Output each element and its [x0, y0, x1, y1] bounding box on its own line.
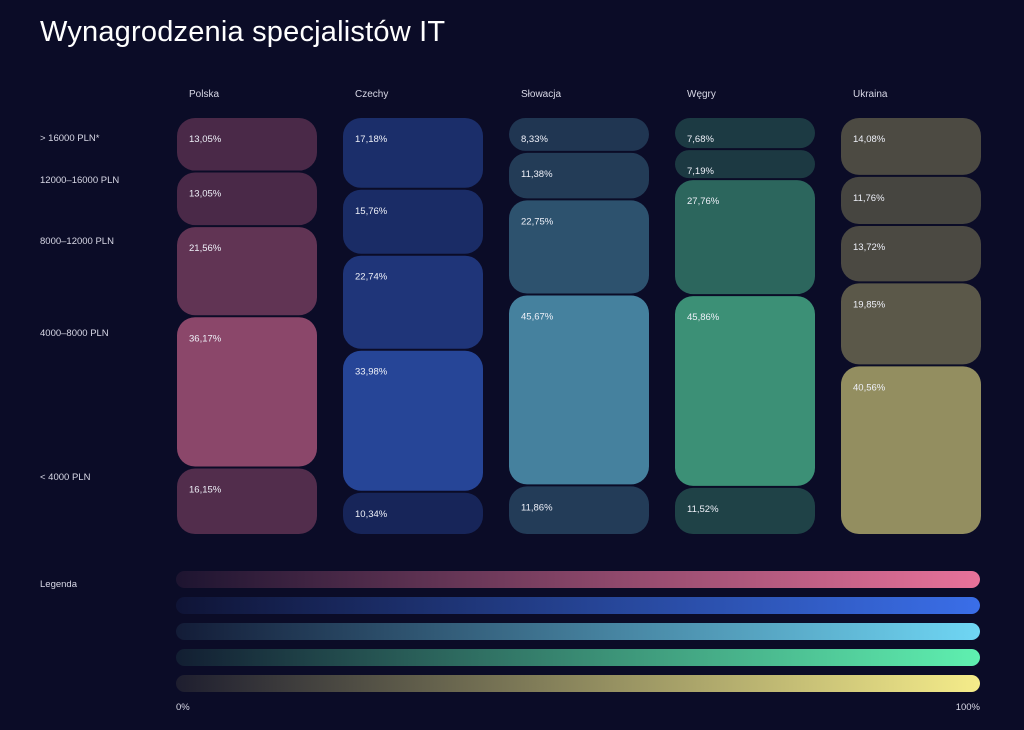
bar-słowacja-3	[509, 295, 649, 485]
bar-label-3-2: 27,76%	[687, 196, 720, 207]
legend-bar-2	[176, 623, 980, 640]
bar-polska-4	[177, 468, 317, 534]
bar-słowacja-2	[509, 200, 649, 294]
bar-polska-3	[177, 317, 317, 467]
bar-polska-2	[177, 227, 317, 316]
bar-label-4-2: 13,72%	[853, 242, 886, 253]
bar-polska-0	[177, 118, 317, 171]
bar-label-0-1: 13,05%	[189, 189, 222, 200]
bar-polska-1	[177, 172, 317, 226]
bar-czechy-2	[343, 255, 483, 349]
bar-label-3-0: 7,68%	[687, 134, 714, 145]
bar-label-1-4: 10,34%	[355, 509, 388, 520]
bar-label-4-0: 14,08%	[853, 134, 886, 145]
band-label-0: > 16000 PLN*	[40, 133, 100, 144]
country-label-0: Polska	[189, 89, 219, 100]
bar-label-4-3: 19,85%	[853, 299, 886, 310]
country-label-2: Słowacja	[521, 89, 561, 100]
bar-ukraina-4	[841, 366, 981, 534]
bar-label-4-1: 11,76%	[853, 193, 885, 204]
bar-ukraina-1	[841, 176, 981, 225]
legend-bar-4	[176, 675, 980, 692]
bar-węgry-1	[675, 150, 815, 179]
bar-czechy-4	[343, 492, 483, 534]
legend-max-label: 100%	[956, 702, 981, 713]
band-label-4: < 4000 PLN	[40, 472, 91, 483]
country-label-3: Węgry	[687, 89, 716, 100]
bar-label-1-2: 22,74%	[355, 272, 388, 283]
legend-min-label: 0%	[176, 702, 190, 713]
bar-czechy-0	[343, 118, 483, 188]
legend-bar-0	[176, 571, 980, 588]
bar-węgry-2	[675, 180, 815, 295]
bar-label-0-0: 13,05%	[189, 134, 222, 145]
bar-słowacja-0	[509, 118, 649, 151]
band-label-3: 4000–8000 PLN	[40, 328, 109, 339]
bar-węgry-4	[675, 487, 815, 534]
country-label-1: Czechy	[355, 89, 388, 100]
bar-label-3-1: 7,19%	[687, 166, 714, 177]
bar-ukraina-0	[841, 118, 981, 175]
bar-label-2-3: 45,67%	[521, 312, 554, 323]
bar-label-4-4: 40,56%	[853, 382, 886, 393]
band-label-1: 12000–16000 PLN	[40, 175, 119, 186]
legend-title: Legenda	[40, 579, 78, 590]
legend-bar-3	[176, 649, 980, 666]
bar-czechy-3	[343, 350, 483, 491]
bar-węgry-3	[675, 296, 815, 486]
bar-słowacja-1	[509, 152, 649, 199]
bar-label-2-0: 8,33%	[521, 134, 548, 145]
bar-label-1-0: 17,18%	[355, 134, 388, 145]
bar-label-0-3: 36,17%	[189, 333, 222, 344]
band-label-2: 8000–12000 PLN	[40, 236, 114, 247]
bar-label-3-4: 11,52%	[687, 504, 719, 515]
bar-label-3-3: 45,86%	[687, 312, 720, 323]
bar-węgry-0	[675, 118, 815, 149]
bar-ukraina-2	[841, 226, 981, 282]
bar-label-1-3: 33,98%	[355, 367, 388, 378]
bar-label-2-4: 11,86%	[521, 502, 553, 513]
bar-czechy-1	[343, 189, 483, 254]
chart-title: Wynagrodzenia specjalistów IT	[40, 16, 446, 48]
bar-label-1-1: 15,76%	[355, 206, 388, 217]
legend-bar-1	[176, 597, 980, 614]
bar-słowacja-4	[509, 486, 649, 534]
bar-label-2-2: 22,75%	[521, 216, 554, 227]
bar-label-0-2: 21,56%	[189, 243, 222, 254]
bar-label-2-1: 11,38%	[521, 169, 553, 180]
country-label-4: Ukraina	[853, 89, 888, 100]
bar-ukraina-3	[841, 283, 981, 365]
bar-label-0-4: 16,15%	[189, 484, 222, 495]
